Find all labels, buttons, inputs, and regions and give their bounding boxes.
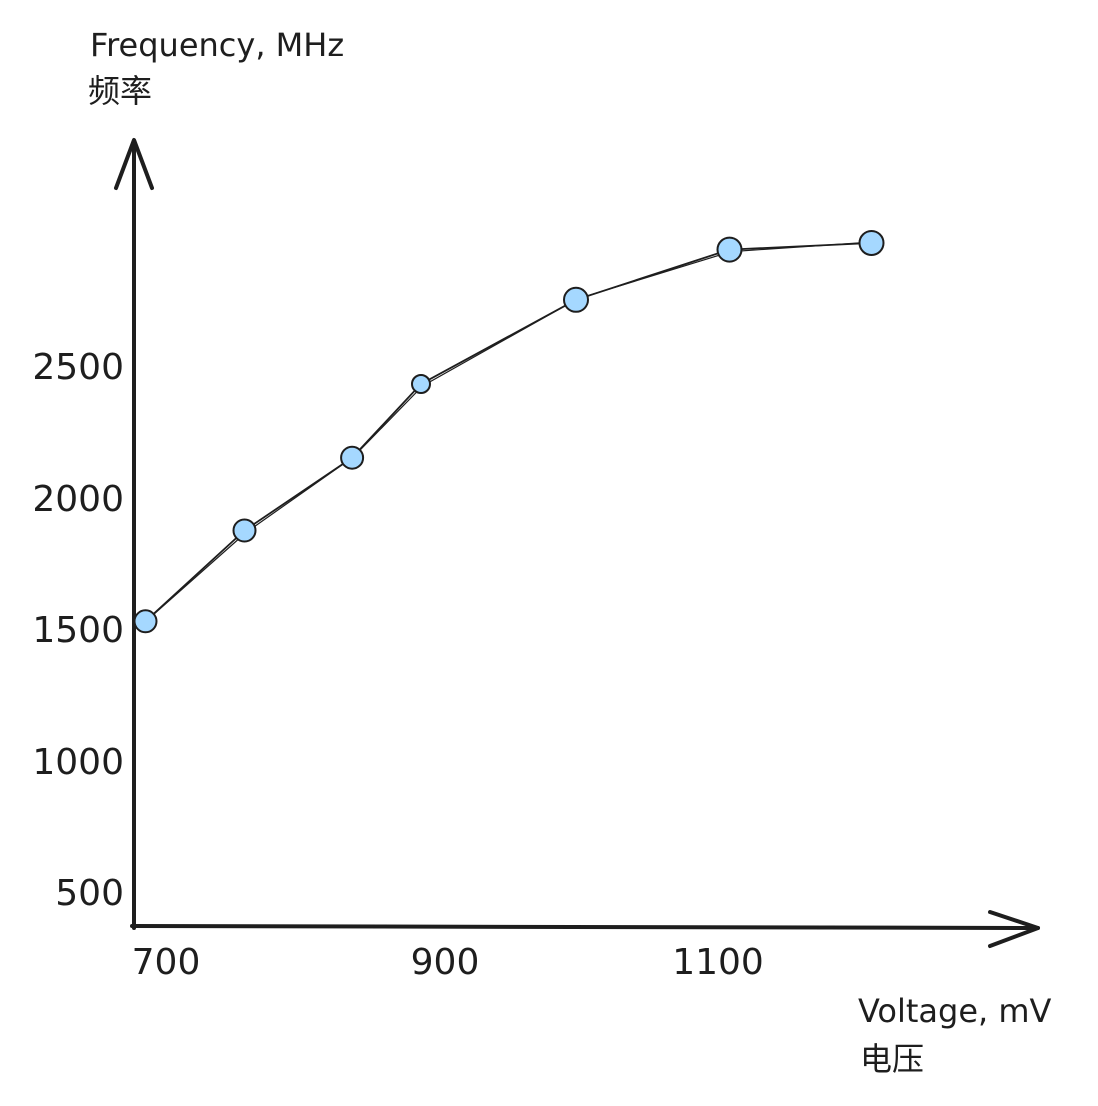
data-point bbox=[411, 374, 431, 394]
data-point bbox=[563, 286, 589, 313]
y-tick-label: 2500 bbox=[32, 347, 124, 388]
y-tick-label: 2000 bbox=[32, 479, 124, 520]
x-tick-label: 1100 bbox=[672, 942, 764, 983]
x-tick-label: 900 bbox=[411, 942, 480, 983]
y-tick-label: 1500 bbox=[32, 610, 124, 651]
x-axis-label-cn: 电压 bbox=[860, 1040, 924, 1078]
data-point bbox=[340, 445, 365, 470]
y-axis-label: Frequency, MHz bbox=[90, 26, 344, 64]
x-axis-arrow-icon bbox=[988, 910, 1040, 948]
x-axis bbox=[130, 924, 1040, 930]
x-tick-label: 700 bbox=[132, 942, 201, 983]
y-tick-label: 500 bbox=[55, 873, 124, 914]
x-axis-label: Voltage, mV bbox=[858, 992, 1052, 1030]
data-point bbox=[716, 236, 743, 263]
y-axis-arrow-icon bbox=[114, 138, 154, 190]
series-line bbox=[146, 241, 874, 621]
series-layer bbox=[133, 230, 885, 634]
data-point bbox=[858, 230, 885, 256]
data-point bbox=[133, 609, 158, 634]
y-axis-label-cn: 频率 bbox=[88, 72, 152, 110]
series-line bbox=[144, 242, 872, 622]
data-point bbox=[232, 518, 257, 543]
y-tick-label: 1000 bbox=[32, 742, 124, 783]
